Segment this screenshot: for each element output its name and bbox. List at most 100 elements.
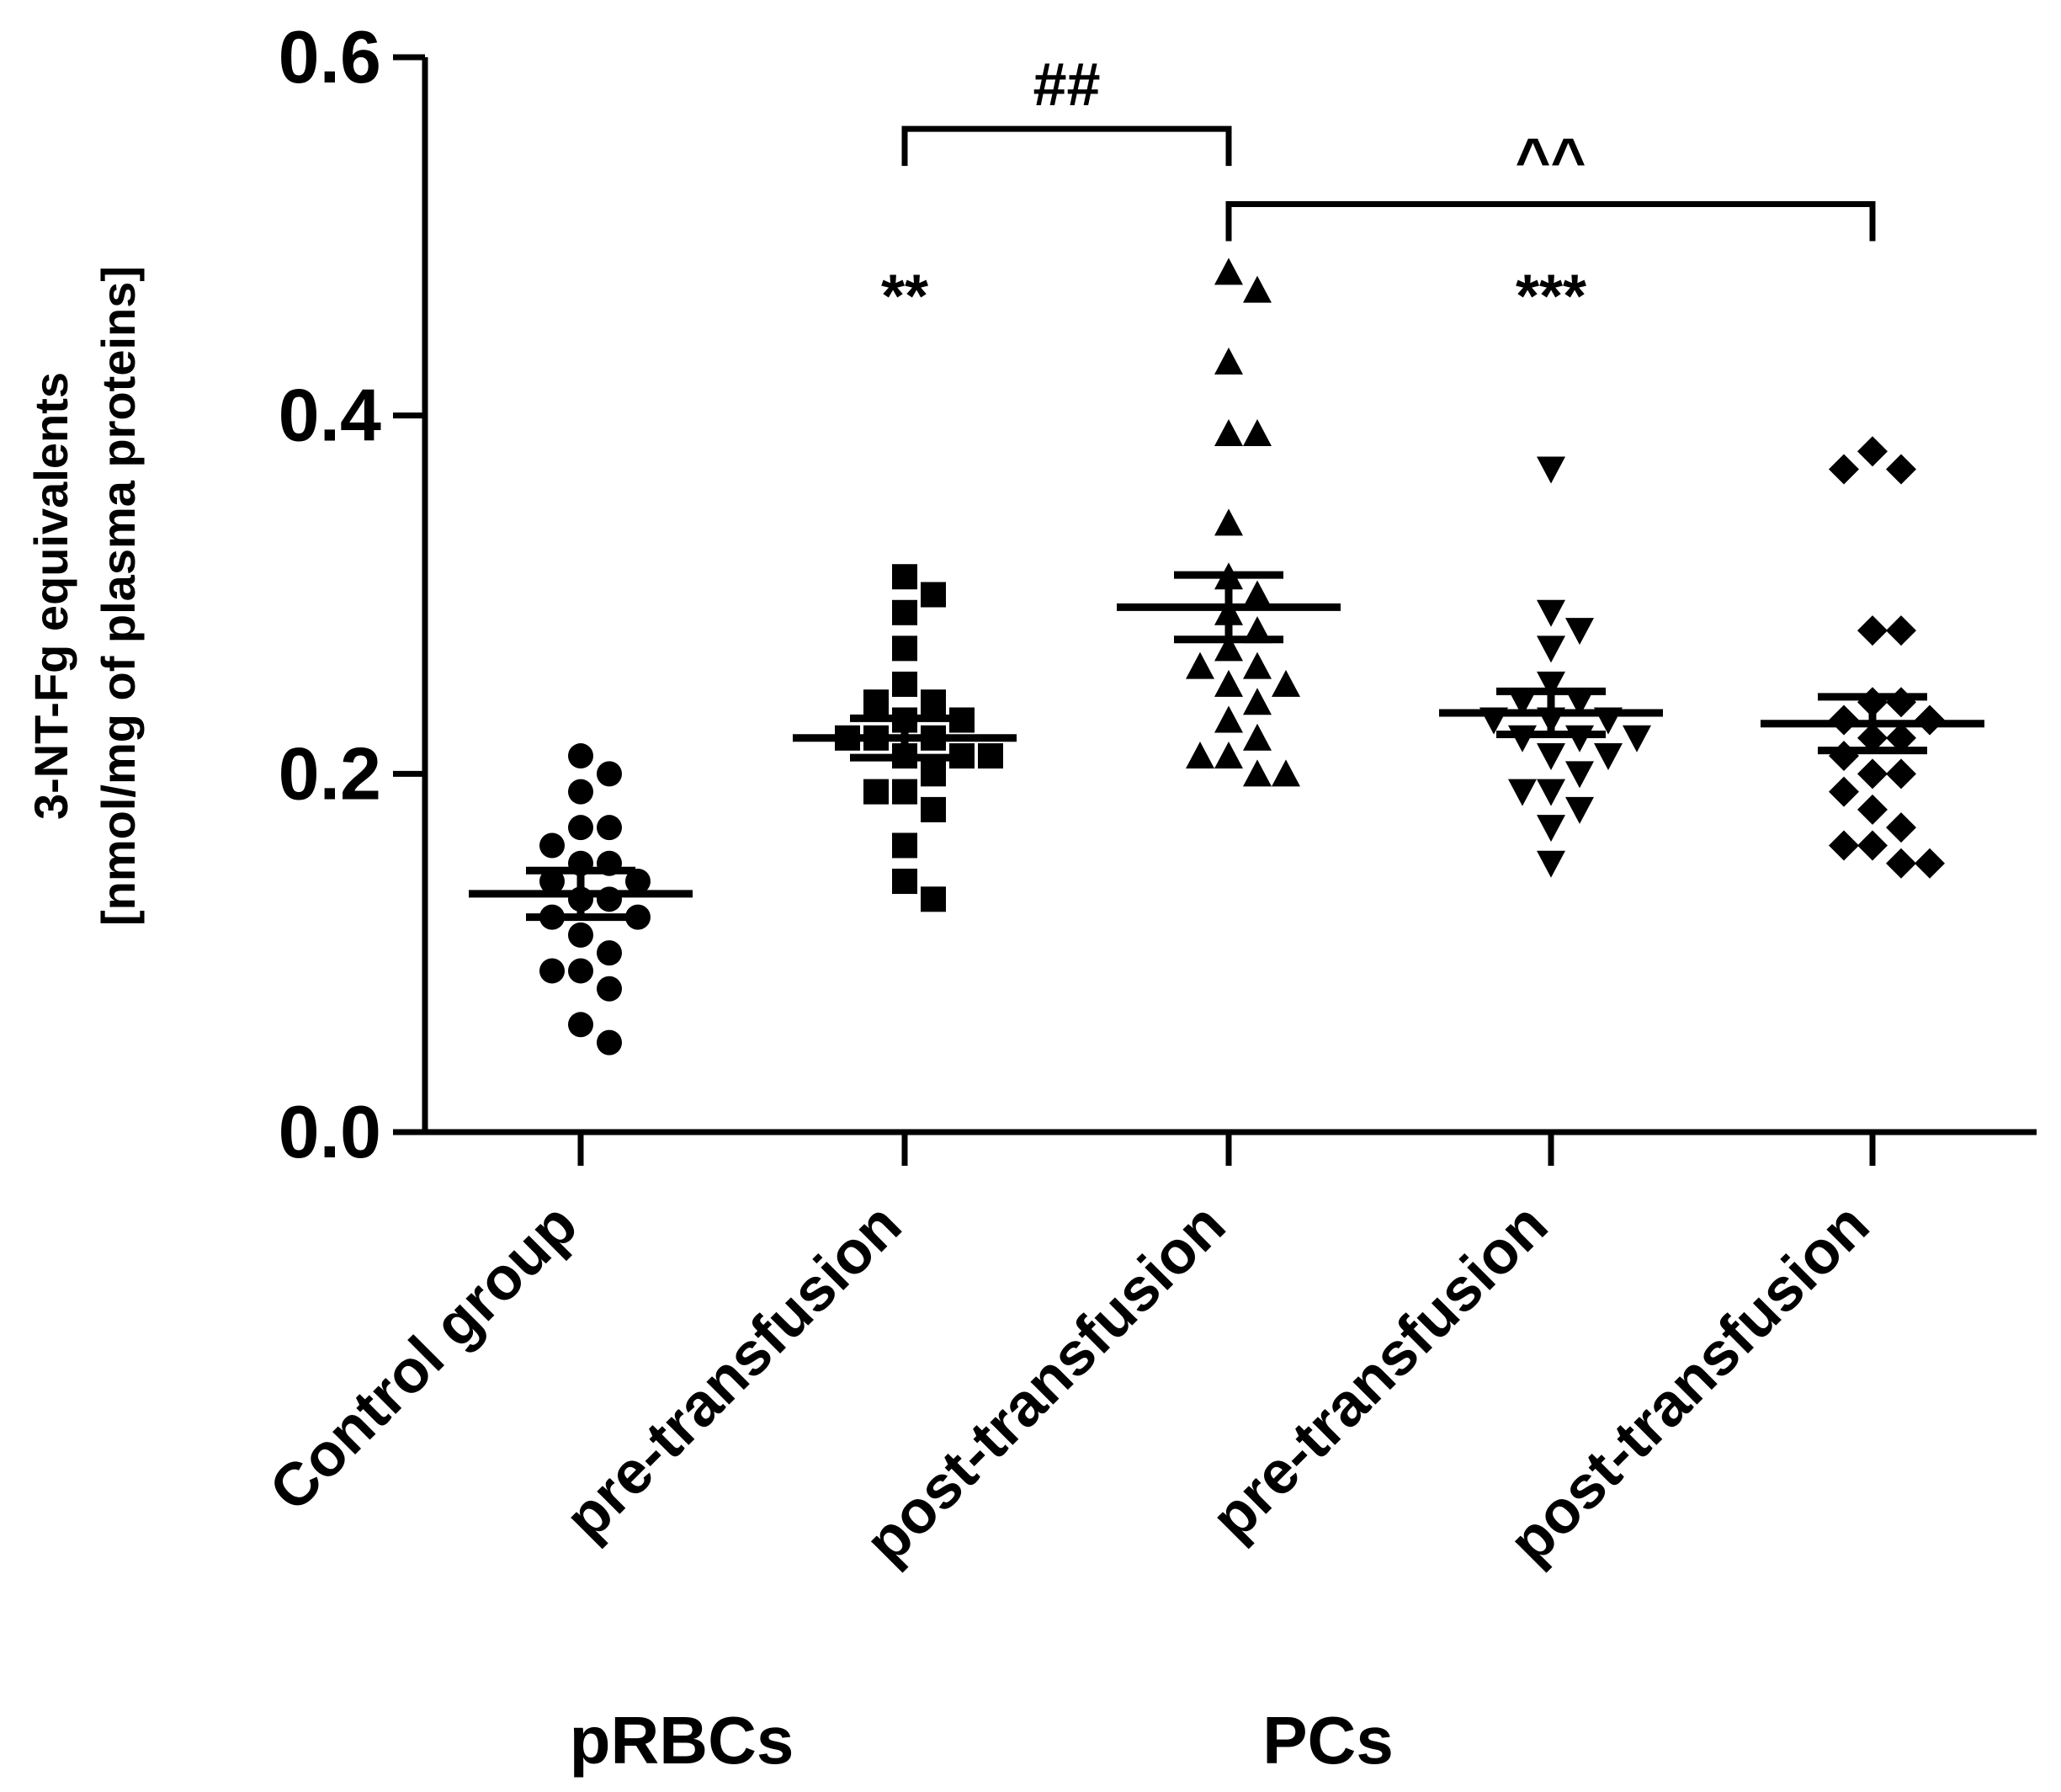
data-point	[1886, 687, 1916, 718]
data-point	[892, 564, 917, 590]
x-category-label: pre-transfusion	[552, 1191, 914, 1553]
significance-bracket	[901, 125, 1232, 167]
data-point	[625, 904, 651, 930]
data-point	[1565, 725, 1594, 752]
data-point	[539, 832, 565, 859]
y-tick-label: 0.2	[279, 731, 381, 815]
data-point	[1829, 741, 1859, 772]
significance-label: ***	[1516, 263, 1586, 331]
data-point	[1915, 848, 1945, 879]
data-point	[978, 743, 1003, 769]
y-tick-label: 0.4	[279, 374, 381, 457]
data-point	[1565, 618, 1594, 646]
data-point	[1272, 669, 1300, 697]
data-point	[1857, 615, 1888, 646]
data-point	[1214, 742, 1243, 769]
data-point	[1829, 776, 1859, 807]
data-point	[1537, 456, 1565, 484]
data-point	[1537, 850, 1565, 878]
significance-label: ##	[1033, 51, 1100, 119]
data-point	[892, 869, 917, 895]
data-point	[1214, 258, 1243, 285]
data-point	[892, 671, 917, 697]
data-points	[539, 258, 1945, 1056]
data-point	[568, 1012, 593, 1038]
data-point	[1508, 689, 1537, 717]
data-point	[921, 796, 946, 822]
data-point	[1886, 812, 1916, 843]
data-point	[1214, 705, 1243, 733]
data-point	[1214, 508, 1243, 536]
data-point	[1214, 634, 1243, 662]
data-point	[1857, 830, 1888, 861]
data-point	[1272, 759, 1300, 787]
mean-sem-bars	[469, 571, 1984, 922]
data-point	[539, 958, 565, 984]
axes: 0.0 0.2 0.4 0.6	[279, 15, 2037, 1173]
axis-labels: Control grouppre-transfusionpost-transfu…	[24, 266, 1882, 1778]
y-tick-label: 0.6	[279, 15, 381, 98]
data-point	[892, 832, 917, 859]
data-point	[1565, 689, 1594, 717]
data-point	[1243, 418, 1272, 446]
data-point	[892, 599, 917, 625]
data-point	[1565, 796, 1594, 824]
data-point	[1537, 599, 1565, 627]
data-point	[1508, 779, 1537, 806]
data-point	[863, 689, 889, 715]
data-point	[597, 815, 622, 841]
significance-bracket	[1225, 201, 1876, 242]
x-category-label: pre-transfusion	[1198, 1191, 1560, 1553]
y-axis-title-line2: [nmol/mg of plasma proteins]	[92, 266, 145, 926]
data-point	[1886, 615, 1916, 646]
data-point	[1243, 688, 1272, 715]
data-point	[1537, 815, 1565, 843]
data-point	[1214, 418, 1243, 446]
data-point	[1243, 759, 1272, 787]
data-point	[1886, 454, 1916, 485]
data-point	[568, 743, 593, 769]
y-tick-label: 0.0	[279, 1090, 381, 1173]
data-point	[597, 761, 622, 787]
significance-annotations: ** ***##^^	[881, 51, 1876, 331]
data-point	[1243, 275, 1272, 303]
data-point	[568, 815, 593, 841]
significance-label: **	[881, 263, 928, 331]
data-point	[568, 922, 593, 948]
data-point	[1214, 347, 1243, 375]
data-point	[1537, 671, 1565, 699]
x-category-label: post-transfusion	[853, 1191, 1238, 1577]
data-point	[921, 689, 946, 715]
data-point	[1537, 635, 1565, 663]
data-point	[921, 761, 946, 787]
data-point	[921, 886, 946, 912]
data-point	[1214, 669, 1243, 697]
group-label: pRBCs	[570, 1703, 794, 1778]
data-point	[1857, 758, 1888, 790]
x-category-label: post-transfusion	[1496, 1191, 1882, 1577]
data-point	[1886, 758, 1916, 790]
data-point	[1243, 651, 1272, 679]
group-label: PCs	[1262, 1703, 1394, 1778]
data-point	[1537, 743, 1565, 771]
data-point	[1186, 651, 1214, 679]
data-point	[1565, 761, 1594, 789]
data-point	[625, 869, 651, 895]
data-point	[568, 958, 593, 984]
data-point	[597, 940, 622, 966]
data-point	[597, 976, 622, 1002]
y-axis-title-line1: 3-NT-Fg equivalents	[24, 372, 77, 820]
data-point	[1594, 743, 1623, 771]
data-point	[892, 635, 917, 662]
data-point	[568, 779, 593, 805]
data-point	[539, 869, 565, 895]
data-point	[1243, 580, 1272, 608]
data-point	[1623, 725, 1651, 752]
data-point	[1186, 742, 1214, 769]
data-point	[863, 779, 889, 805]
data-point	[892, 779, 917, 805]
data-point	[1886, 848, 1916, 879]
data-point	[1857, 794, 1888, 825]
data-point	[1829, 454, 1859, 485]
